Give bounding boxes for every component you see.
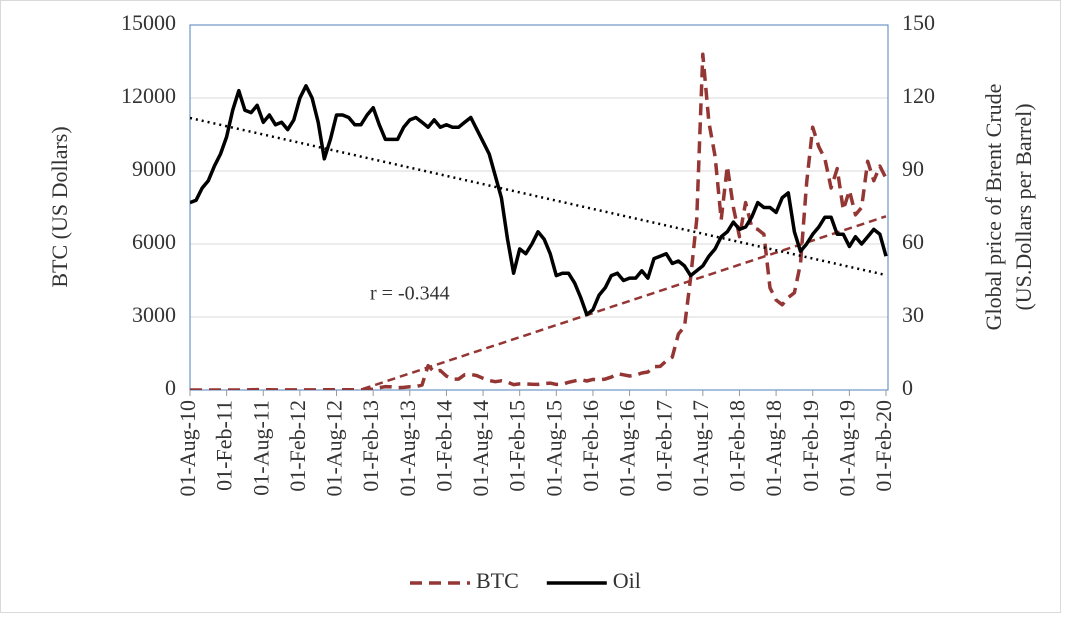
y2-tick-label: 120 xyxy=(902,83,935,108)
x-tick-label: 01-Feb-16 xyxy=(578,400,603,492)
x-tick-label: 01-Aug-16 xyxy=(615,400,640,497)
y2-tick-label: 0 xyxy=(902,375,913,400)
x-tick-label: 01-Aug-17 xyxy=(688,400,713,497)
x-tick-label: 01-Aug-14 xyxy=(468,400,493,497)
trendline xyxy=(190,116,887,277)
y2-tick-label: 150 xyxy=(902,10,935,35)
plot-frame xyxy=(189,24,889,391)
x-tick-label: 01-Feb-14 xyxy=(431,400,456,492)
y-tick-label: 0 xyxy=(165,375,176,400)
x-tick-label: 01-Aug-15 xyxy=(541,400,566,497)
chart-border xyxy=(0,0,1061,613)
x-tick-label: 01-Aug-18 xyxy=(761,400,786,497)
y2-tick-label: 60 xyxy=(902,229,924,254)
x-tick-label: 01-Feb-13 xyxy=(358,400,383,492)
x-tick-label: 01-Feb-18 xyxy=(725,400,750,492)
x-tick-label: 01-Feb-15 xyxy=(505,400,530,492)
trendline xyxy=(355,215,887,390)
plot-area xyxy=(190,52,888,390)
x-tick-label: 01-Feb-17 xyxy=(651,400,676,492)
x-tick-label: 01-Feb-11 xyxy=(212,400,237,491)
y-tick-label: 12000 xyxy=(121,83,176,108)
x-tick-label: 01-Feb-20 xyxy=(871,400,896,492)
x-tick-label: 01-Aug-10 xyxy=(175,400,200,497)
series-line xyxy=(190,84,888,317)
y-tick-label: 3000 xyxy=(132,302,176,327)
y2-axis-title: Global price of Brent Crude (US.Dollars p… xyxy=(981,84,1036,331)
annotation: r = -0.344 xyxy=(370,283,450,305)
x-tick-label: 01-Aug-19 xyxy=(834,400,859,497)
x-tick-label: 01-Aug-13 xyxy=(395,400,420,497)
y-axis-title: BTC (US Dollars) xyxy=(47,126,72,287)
y-tick-label: 15000 xyxy=(121,10,176,35)
y-tick-label: 6000 xyxy=(132,229,176,254)
x-tick-label: 01-Aug-11 xyxy=(248,400,273,496)
x-tick-label: 01-Aug-12 xyxy=(322,400,347,497)
y-tick-label: 9000 xyxy=(132,156,176,181)
y2-tick-label: 30 xyxy=(902,302,924,327)
x-tick-label: 01-Feb-12 xyxy=(285,400,310,492)
y2-tick-label: 90 xyxy=(902,156,924,181)
series-line xyxy=(190,52,888,390)
legend-label: Oil xyxy=(613,568,641,593)
x-tick-label: 01-Feb-19 xyxy=(798,400,823,492)
legend-label: BTC xyxy=(476,568,519,593)
